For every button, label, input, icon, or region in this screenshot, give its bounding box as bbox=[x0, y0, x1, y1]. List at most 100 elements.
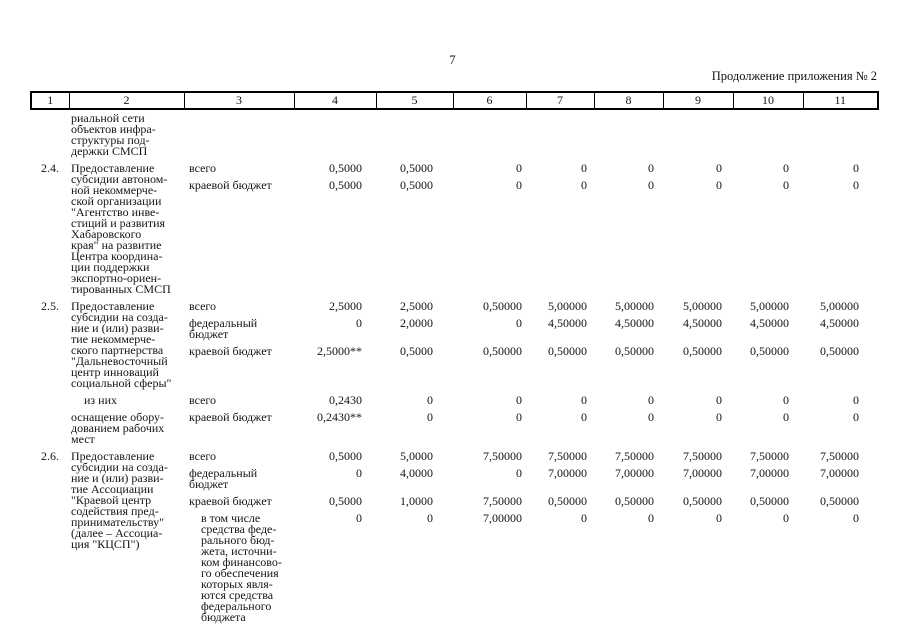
value-cell: 7,50000 bbox=[683, 449, 722, 463]
value-cell: 0 bbox=[516, 161, 522, 175]
value-cell: 0,5000 bbox=[400, 178, 433, 192]
value-cell: 0,50000 bbox=[548, 494, 587, 508]
value-cell: 0,50000 bbox=[820, 494, 859, 508]
table-row: краевой бюджет 2,5000** 0,5000 0,50000 0… bbox=[31, 342, 878, 391]
value-cell: 0,50000 bbox=[750, 494, 789, 508]
value-cell: 0 bbox=[783, 393, 789, 407]
value-cell: 0 bbox=[853, 410, 859, 424]
table-row: в том числе средства феде- рального бюд-… bbox=[31, 509, 878, 625]
budget-type-label: всего bbox=[189, 299, 217, 313]
value-cell: 0 bbox=[783, 511, 789, 525]
value-cell: 0 bbox=[648, 410, 654, 424]
value-cell: 7,50000 bbox=[615, 449, 654, 463]
value-cell: 0,50000 bbox=[483, 344, 522, 358]
column-number: 4 bbox=[293, 91, 377, 110]
value-cell: 0,50000 bbox=[683, 344, 722, 358]
value-cell: 0 bbox=[581, 161, 587, 175]
value-cell: 5,00000 bbox=[615, 299, 654, 313]
value-cell: 0,5000 bbox=[329, 178, 362, 192]
value-cell: 0 bbox=[716, 178, 722, 192]
value-cell: 2,5000 bbox=[329, 299, 362, 313]
sub-item-label: из них bbox=[84, 393, 118, 407]
column-number: 1 bbox=[30, 91, 70, 110]
carryover-text: риальной сети объектов инфра- структуры … bbox=[71, 111, 156, 158]
section-description: Предоставление субсидии на созда- ние и … bbox=[71, 449, 168, 551]
value-cell: 7,00000 bbox=[683, 466, 722, 480]
column-number: 11 bbox=[802, 91, 879, 110]
value-cell: 7,00000 bbox=[820, 466, 859, 480]
value-cell: 0 bbox=[716, 410, 722, 424]
value-cell: 0,5000 bbox=[329, 449, 362, 463]
value-cell: 0,50000 bbox=[615, 344, 654, 358]
value-cell: 0 bbox=[581, 511, 587, 525]
value-cell: 0,50000 bbox=[820, 344, 859, 358]
value-cell: 0 bbox=[356, 511, 362, 525]
value-cell: 0,5000 bbox=[329, 494, 362, 508]
value-cell: 0,2430** bbox=[317, 410, 362, 424]
value-cell: 0 bbox=[853, 161, 859, 175]
table-row: 2.6. Предоставление субсидии на созда- н… bbox=[31, 447, 878, 550]
value-cell: 5,0000 bbox=[400, 449, 433, 463]
value-cell: 0,50000 bbox=[750, 344, 789, 358]
budget-type-label: в том числе средства феде- рального бюд-… bbox=[201, 511, 282, 624]
value-cell: 7,50000 bbox=[750, 449, 789, 463]
value-cell: 0,5000 bbox=[329, 161, 362, 175]
value-cell: 0 bbox=[648, 511, 654, 525]
table-row: 2.4. Предоставление субсидии автоном- но… bbox=[31, 159, 878, 295]
value-cell: 0 bbox=[581, 178, 587, 192]
appendix-table: 1 2 3 4 5 6 7 8 9 10 11 риальной сети об… bbox=[30, 91, 879, 625]
value-cell: 0 bbox=[783, 161, 789, 175]
column-number: 2 bbox=[68, 91, 185, 110]
value-cell: 0 bbox=[853, 393, 859, 407]
value-cell: 7,50000 bbox=[483, 494, 522, 508]
table-row: федеральный бюджет 0 2,0000 0 4,50000 4,… bbox=[31, 314, 878, 342]
column-number: 8 bbox=[593, 91, 664, 110]
budget-type-label: всего bbox=[189, 161, 217, 175]
column-number: 5 bbox=[375, 91, 454, 110]
column-number: 6 bbox=[452, 91, 527, 110]
budget-type-label: всего bbox=[189, 449, 217, 463]
value-cell: 4,50000 bbox=[548, 316, 587, 330]
value-cell: 0 bbox=[716, 393, 722, 407]
value-cell: 7,00000 bbox=[483, 511, 522, 525]
value-cell: 0 bbox=[356, 466, 362, 480]
table-row: из них всего 0,2430 0 0 0 0 0 0 0 bbox=[31, 391, 878, 408]
table-row: 2.5. Предоставление субсидии на созда- н… bbox=[31, 297, 878, 389]
value-cell: 0 bbox=[516, 466, 522, 480]
value-cell: 5,00000 bbox=[683, 299, 722, 313]
value-cell: 0 bbox=[427, 410, 433, 424]
section-number: 2.6. bbox=[41, 449, 59, 463]
table-row: оснащение обору- дованием рабочих мест к… bbox=[31, 408, 878, 447]
value-cell: 2,5000 bbox=[400, 299, 433, 313]
value-cell: 0 bbox=[648, 393, 654, 407]
value-cell: 0 bbox=[783, 178, 789, 192]
value-cell: 0 bbox=[581, 410, 587, 424]
value-cell: 2,5000** bbox=[317, 344, 362, 358]
table-column-header-row: 1 2 3 4 5 6 7 8 9 10 11 bbox=[30, 91, 879, 110]
value-cell: 0 bbox=[581, 393, 587, 407]
column-number: 10 bbox=[732, 91, 804, 110]
value-cell: 1,0000 bbox=[400, 494, 433, 508]
value-cell: 5,00000 bbox=[548, 299, 587, 313]
value-cell: 0,50000 bbox=[548, 344, 587, 358]
value-cell: 0,50000 bbox=[683, 494, 722, 508]
value-cell: 4,50000 bbox=[820, 316, 859, 330]
value-cell: 4,50000 bbox=[683, 316, 722, 330]
column-number: 9 bbox=[662, 91, 734, 110]
value-cell: 4,50000 bbox=[615, 316, 654, 330]
value-cell: 7,50000 bbox=[483, 449, 522, 463]
budget-type-label: федеральный бюджет bbox=[189, 316, 258, 341]
section-description: Предоставление субсидии на созда- ние и … bbox=[71, 299, 172, 390]
value-cell: 0 bbox=[783, 410, 789, 424]
page-number: 7 bbox=[449, 53, 456, 67]
section-number: 2.5. bbox=[41, 299, 59, 313]
value-cell: 5,00000 bbox=[750, 299, 789, 313]
budget-type-label: краевой бюджет bbox=[189, 410, 272, 424]
value-cell: 7,00000 bbox=[548, 466, 587, 480]
value-cell: 7,00000 bbox=[750, 466, 789, 480]
value-cell: 0 bbox=[427, 511, 433, 525]
section-number: 2.4. bbox=[41, 161, 59, 175]
value-cell: 4,50000 bbox=[750, 316, 789, 330]
value-cell: 7,50000 bbox=[820, 449, 859, 463]
value-cell: 0 bbox=[516, 178, 522, 192]
